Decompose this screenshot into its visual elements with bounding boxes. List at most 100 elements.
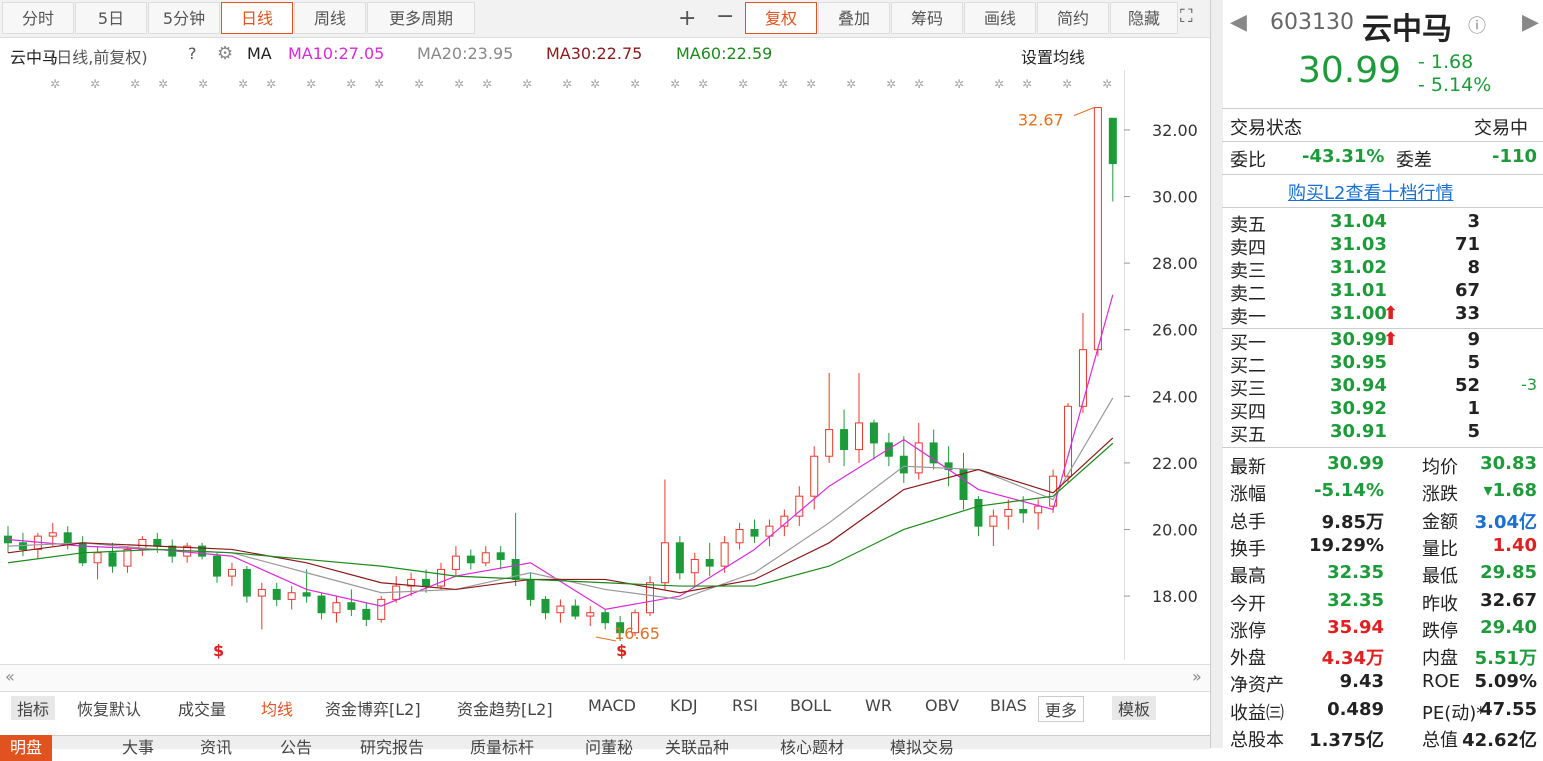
event-marker: $ xyxy=(616,641,627,660)
bottom-tab[interactable]: 问董秘 xyxy=(585,738,634,757)
bottom-tab[interactable]: 大事 xyxy=(122,738,155,757)
bottom-bar xyxy=(0,735,1210,749)
period-tab[interactable]: 5分钟 xyxy=(148,2,220,34)
stat-label: 换手 xyxy=(1230,538,1266,560)
candle-body xyxy=(108,552,117,567)
stat-value: -5.14% xyxy=(1314,480,1384,502)
indicator-tab[interactable]: 更多 xyxy=(1038,696,1085,722)
kline-chart: 18.00 20.00 22.00 24.00 26.00 28.00 30.00 32.00… xyxy=(4,77,1198,660)
candle-body xyxy=(362,608,371,620)
legend-name: 云中马 xyxy=(10,48,59,67)
tool-button[interactable]: 简约 xyxy=(1037,2,1109,34)
indicator-tab[interactable]: BIAS xyxy=(990,696,1027,715)
stat-label: ROE xyxy=(1422,671,1461,693)
candle-body xyxy=(1004,509,1013,517)
candle-body xyxy=(123,548,132,567)
event-icon: ✲ xyxy=(886,77,896,91)
last-price: 30.99 xyxy=(1298,50,1402,91)
indicator-tab[interactable]: BOLL xyxy=(790,696,832,715)
bottom-tab[interactable]: 研究报告 xyxy=(360,738,425,757)
candle-body xyxy=(810,455,819,497)
indicator-tab[interactable]: 成交量 xyxy=(178,700,227,719)
event-icon: ✲ xyxy=(1102,77,1112,91)
bottom-tab[interactable]: 模拟交易 xyxy=(890,738,955,757)
event-icon: ✲ xyxy=(698,77,708,91)
event-icon: ✲ xyxy=(630,77,640,91)
event-icon: ✲ xyxy=(454,77,464,91)
candle-body xyxy=(914,442,923,474)
gear: ⚙ xyxy=(217,43,234,64)
period-tab[interactable]: 5日 xyxy=(75,2,147,34)
event-icon: ✲ xyxy=(198,77,208,91)
book-label: 买二 xyxy=(1230,356,1266,377)
candle-body xyxy=(675,542,684,574)
tool-button[interactable]: 复权 xyxy=(745,2,817,34)
bottom-tab[interactable]: 公告 xyxy=(280,738,313,757)
book-price: 31.00 xyxy=(1330,303,1387,324)
indicator-tab[interactable]: 均线 xyxy=(261,700,294,719)
indicator-tab[interactable]: 资金趋势[L2] xyxy=(457,700,553,719)
ma20: MA20:23.95 xyxy=(417,44,514,63)
scroll-left: « xyxy=(5,667,15,686)
period-tab[interactable]: 日线 xyxy=(221,2,293,34)
book-label: 卖五 xyxy=(1230,215,1266,236)
stat-value: 19.29% xyxy=(1309,534,1384,556)
candle-body xyxy=(705,558,714,567)
ma-settings[interactable]: 设置均线 xyxy=(1021,48,1086,67)
stat-value: 3.04亿 xyxy=(1474,511,1537,533)
book-price: 30.91 xyxy=(1330,421,1387,442)
indicator-tab[interactable]: 模板 xyxy=(1112,696,1157,720)
indicator-tab[interactable]: 指标 xyxy=(11,696,56,720)
y-tick-label: 28.00 xyxy=(1152,254,1198,273)
book-label: 买四 xyxy=(1230,402,1266,423)
ma-line xyxy=(7,294,1114,611)
ratio-value: -43.31% xyxy=(1302,146,1385,167)
ma10: MA10:27.05 xyxy=(288,44,385,63)
tool-button[interactable]: 叠加 xyxy=(818,2,890,34)
period-tab[interactable]: 周线 xyxy=(294,2,366,34)
bottom-tab[interactable]: 核心题材 xyxy=(780,738,845,757)
book-volume: 3 xyxy=(1467,211,1480,232)
tool-button[interactable]: 隐藏 xyxy=(1110,2,1178,34)
indicator-tab[interactable]: 恢复默认 xyxy=(77,700,142,719)
indicator-tab[interactable]: KDJ xyxy=(670,696,698,715)
stat-value: 1.40 xyxy=(1492,534,1537,556)
book-volume: 67 xyxy=(1454,280,1480,301)
price-change: - 1.68 xyxy=(1418,51,1474,73)
bottom-tab[interactable]: 明盘 xyxy=(0,735,53,761)
book-price: 30.92 xyxy=(1330,398,1387,419)
bottom-tab[interactable]: 质量标杆 xyxy=(470,738,535,757)
candle-body xyxy=(959,469,968,501)
tool-button[interactable]: 画线 xyxy=(964,2,1036,34)
stat-label: 总股本 xyxy=(1230,730,1284,751)
period-tab[interactable]: 分时 xyxy=(2,2,74,34)
indicator-tab[interactable]: RSI xyxy=(732,696,758,715)
event-icon: ✲ xyxy=(238,77,248,91)
indicator-tab[interactable]: 资金博弈[L2] xyxy=(325,700,421,719)
ma-line xyxy=(7,397,1114,601)
separator xyxy=(1222,108,1543,109)
candle-body xyxy=(1034,505,1043,514)
candle-body xyxy=(511,558,520,580)
stat-label: 最低 xyxy=(1422,566,1458,588)
indicator-tab[interactable]: WR xyxy=(865,696,892,715)
indicator-tab[interactable]: OBV xyxy=(925,696,960,715)
candle-body xyxy=(451,555,460,570)
candle-body xyxy=(1108,117,1117,165)
y-tick-label: 22.00 xyxy=(1152,454,1198,473)
period-tab[interactable]: 更多周期 xyxy=(367,2,475,34)
tool-button[interactable]: 筹码 xyxy=(891,2,963,34)
chart-border xyxy=(1124,70,1125,660)
stat-label: 收益㈢ xyxy=(1230,702,1284,724)
annotation-arrow xyxy=(1073,107,1095,117)
candle-body xyxy=(317,595,326,614)
candle-body xyxy=(795,495,804,517)
l2-link[interactable]: 购买L2查看十档行情 xyxy=(1288,183,1454,204)
candle-body xyxy=(272,588,281,600)
indicator-tab[interactable]: MACD xyxy=(588,696,636,715)
bottom-tab[interactable]: 关联品种 xyxy=(665,738,730,757)
stat-label: 涨跌 xyxy=(1422,484,1458,506)
event-icon: ✲ xyxy=(158,77,168,91)
bottom-tab[interactable]: 资讯 xyxy=(200,738,233,757)
